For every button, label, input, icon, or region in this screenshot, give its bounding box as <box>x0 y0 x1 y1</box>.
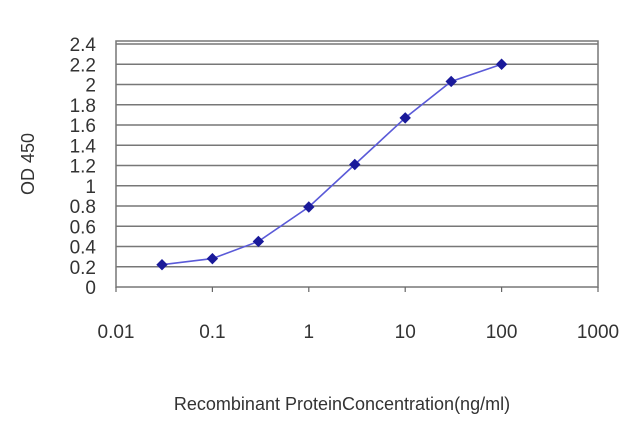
y-tick-label: 1.8 <box>70 96 96 117</box>
y-tick-label: 0.4 <box>70 238 97 259</box>
y-tick-label: 0.2 <box>70 258 96 279</box>
data-point-marker <box>349 158 361 171</box>
y-tick-label: 1.4 <box>70 136 97 157</box>
x-tick-marks <box>115 287 599 292</box>
x-tick-labels: 0.01 0.1 1 10 100 1000 <box>98 322 620 343</box>
y-tick-label: 2 <box>85 76 96 97</box>
y-tick-label: 1 <box>85 177 96 198</box>
x-axis-title: Recombinant ProteinConcentration(ng/ml) <box>174 394 510 414</box>
data-point-marker <box>206 252 219 265</box>
x-tick-label: 100 <box>486 322 518 343</box>
y-tick-label: 2.2 <box>70 55 96 76</box>
plot-area <box>115 40 599 292</box>
y-tick-labels: 00.20.40.60.811.21.41.61.822.22.4 <box>70 35 97 299</box>
x-tick-label: 0.01 <box>98 322 135 343</box>
y-tick-label: 0.8 <box>70 197 96 218</box>
grid-lines <box>116 43 598 268</box>
y-tick-label: 0.6 <box>70 217 96 238</box>
data-point-marker <box>303 201 315 213</box>
y-tick-label: 0 <box>85 278 96 299</box>
y-axis-title: OD 450 <box>18 133 38 195</box>
x-tick-label: 10 <box>395 322 416 343</box>
y-tick-label: 1.2 <box>70 157 96 178</box>
data-point-marker <box>156 259 168 271</box>
series-line-group <box>161 63 502 266</box>
series-line <box>161 63 502 266</box>
data-markers <box>156 58 508 271</box>
data-point-marker <box>252 235 265 248</box>
data-point-marker <box>399 112 411 124</box>
x-tick-label: 0.1 <box>199 322 225 343</box>
x-tick-label: 1000 <box>577 322 619 343</box>
data-point-marker <box>495 58 508 70</box>
y-tick-label: 1.6 <box>70 116 96 137</box>
data-point-marker <box>445 75 457 88</box>
x-tick-label: 1 <box>304 322 315 343</box>
y-tick-label: 2.4 <box>70 35 97 56</box>
